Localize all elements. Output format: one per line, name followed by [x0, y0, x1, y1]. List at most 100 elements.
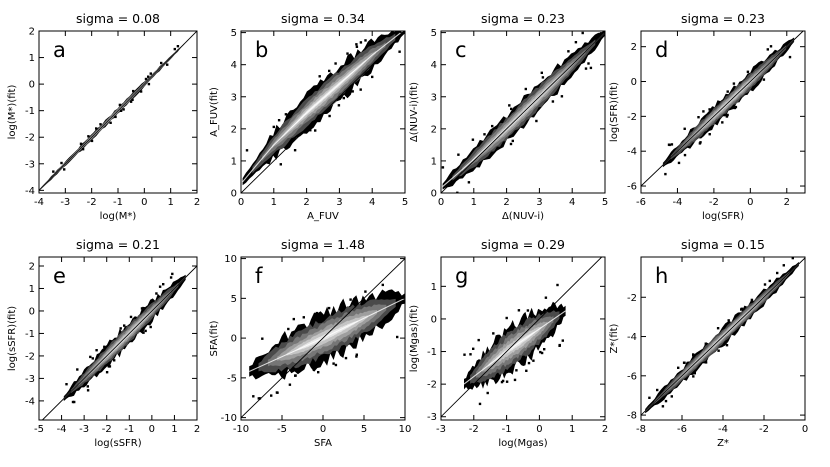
- y-tick-label: 3: [231, 92, 237, 103]
- outlier-point: [708, 108, 711, 111]
- outlier-point: [670, 143, 674, 146]
- outlier-point: [302, 316, 305, 319]
- x-tick-label: -4: [34, 197, 44, 208]
- outlier-point: [173, 47, 176, 51]
- panel-e: -5 -4 -3 -2 -1 0 1 2 -4 -3 -2 -1 0 1 2 sigma = 0.21 log(…: [7, 237, 200, 449]
- outlier-point: [725, 113, 729, 117]
- outlier-point: [144, 329, 147, 333]
- y-tick-label: -8: [627, 411, 637, 422]
- outlier-point: [732, 82, 736, 85]
- outlier-point: [63, 168, 66, 171]
- outlier-point: [86, 385, 89, 388]
- outlier-point: [532, 359, 535, 362]
- outlier-point: [317, 371, 320, 374]
- outlier-point: [501, 379, 505, 383]
- outlier-point: [540, 351, 544, 355]
- outlier-point: [486, 391, 489, 395]
- outlier-point: [327, 306, 331, 310]
- one-to-one-line: [641, 31, 804, 187]
- x-tick-label: -2: [709, 197, 719, 208]
- outlier-point: [381, 283, 384, 287]
- outlier-point: [746, 70, 750, 73]
- outlier-point: [119, 327, 122, 330]
- outlier-point: [131, 98, 134, 101]
- y-tick-label: -6: [627, 182, 637, 193]
- outlier-point: [708, 133, 711, 136]
- outlier-point: [270, 394, 273, 397]
- outlier-point: [155, 292, 158, 295]
- outlier-point: [766, 48, 769, 51]
- outlier-point: [539, 350, 542, 354]
- x-tick-label: -6: [677, 424, 687, 435]
- x-tick-label: 10: [399, 424, 412, 435]
- outlier-point: [79, 142, 83, 145]
- outlier-point: [398, 50, 401, 53]
- outlier-point: [403, 4, 405, 6]
- outlier-point: [505, 380, 509, 383]
- outlier-point: [762, 78, 766, 81]
- x-axis-label: SFA: [314, 438, 332, 449]
- panel-title: sigma = 0.15: [681, 237, 765, 252]
- one-to-one-line: [441, 257, 603, 418]
- outlier-point: [511, 139, 514, 143]
- outlier-point: [574, 41, 578, 44]
- y-tick-label: 2: [231, 124, 237, 135]
- outlier-point: [166, 63, 169, 66]
- one-to-one-line: [241, 258, 405, 418]
- outlier-point: [677, 161, 681, 165]
- outlier-point: [527, 361, 531, 365]
- outlier-point: [342, 96, 345, 100]
- x-axis-label: log(SFR): [702, 211, 744, 222]
- outlier-point: [60, 161, 63, 165]
- y-tick-label: 2: [431, 124, 437, 135]
- panel-letter: a: [53, 38, 66, 62]
- y-tick-label: -2: [25, 133, 35, 144]
- y-tick-label: -3: [427, 412, 437, 423]
- y-tick-label: 2: [631, 42, 637, 53]
- outlier-point: [272, 125, 275, 129]
- x-tick-label: -3: [436, 424, 446, 435]
- outlier-point: [483, 133, 486, 136]
- outlier-point: [524, 87, 527, 91]
- outlier-point: [86, 389, 90, 392]
- outlier-point: [441, 166, 445, 169]
- y-tick-label: -3: [25, 159, 35, 170]
- outlier-point: [119, 109, 123, 112]
- x-axis-label: log(sSFR): [94, 438, 141, 449]
- panel-letter: c: [455, 38, 467, 62]
- outlier-point: [581, 31, 584, 35]
- y-tick-label: -2: [627, 293, 637, 304]
- outlier-point: [349, 298, 352, 301]
- outlier-point: [245, 149, 249, 152]
- x-tick-label: 3: [536, 197, 542, 208]
- outlier-point: [560, 95, 564, 98]
- outlier-point: [99, 123, 102, 126]
- x-tick-label: -2: [469, 424, 479, 435]
- outlier-point: [91, 357, 94, 360]
- outlier-point: [683, 127, 686, 130]
- outlier-point: [510, 107, 513, 111]
- outlier-point: [525, 369, 528, 372]
- density-contours: [641, 257, 805, 416]
- y-tick-label: 1: [231, 156, 237, 167]
- y-tick-label: 2: [29, 261, 35, 272]
- outlier-point: [661, 405, 665, 408]
- density-contours: [42, 265, 197, 420]
- y-axis-label: log(Mgas)(fit): [409, 305, 420, 372]
- x-tick-label: -4: [718, 424, 728, 435]
- outlier-point: [677, 366, 680, 369]
- density-contours: [441, 31, 605, 193]
- y-axis-label: A_FUV(fit): [209, 87, 220, 137]
- panel-title: sigma = 1.48: [281, 237, 365, 252]
- y-tick-label: 10: [224, 254, 237, 265]
- outlier-point: [328, 114, 331, 118]
- x-tick-label: -2: [102, 424, 112, 435]
- y-tick-label: 5: [231, 294, 237, 305]
- x-tick-label: -6: [636, 197, 646, 208]
- outlier-point: [162, 283, 165, 286]
- outlier-point: [332, 362, 335, 365]
- panel-f: -10 -5 0 5 10 -10 -5 0 5 10 sigma = 1.48 SFA SFA(fit…: [209, 237, 411, 449]
- outlier-point: [105, 371, 109, 374]
- x-tick-label: 0: [238, 197, 244, 208]
